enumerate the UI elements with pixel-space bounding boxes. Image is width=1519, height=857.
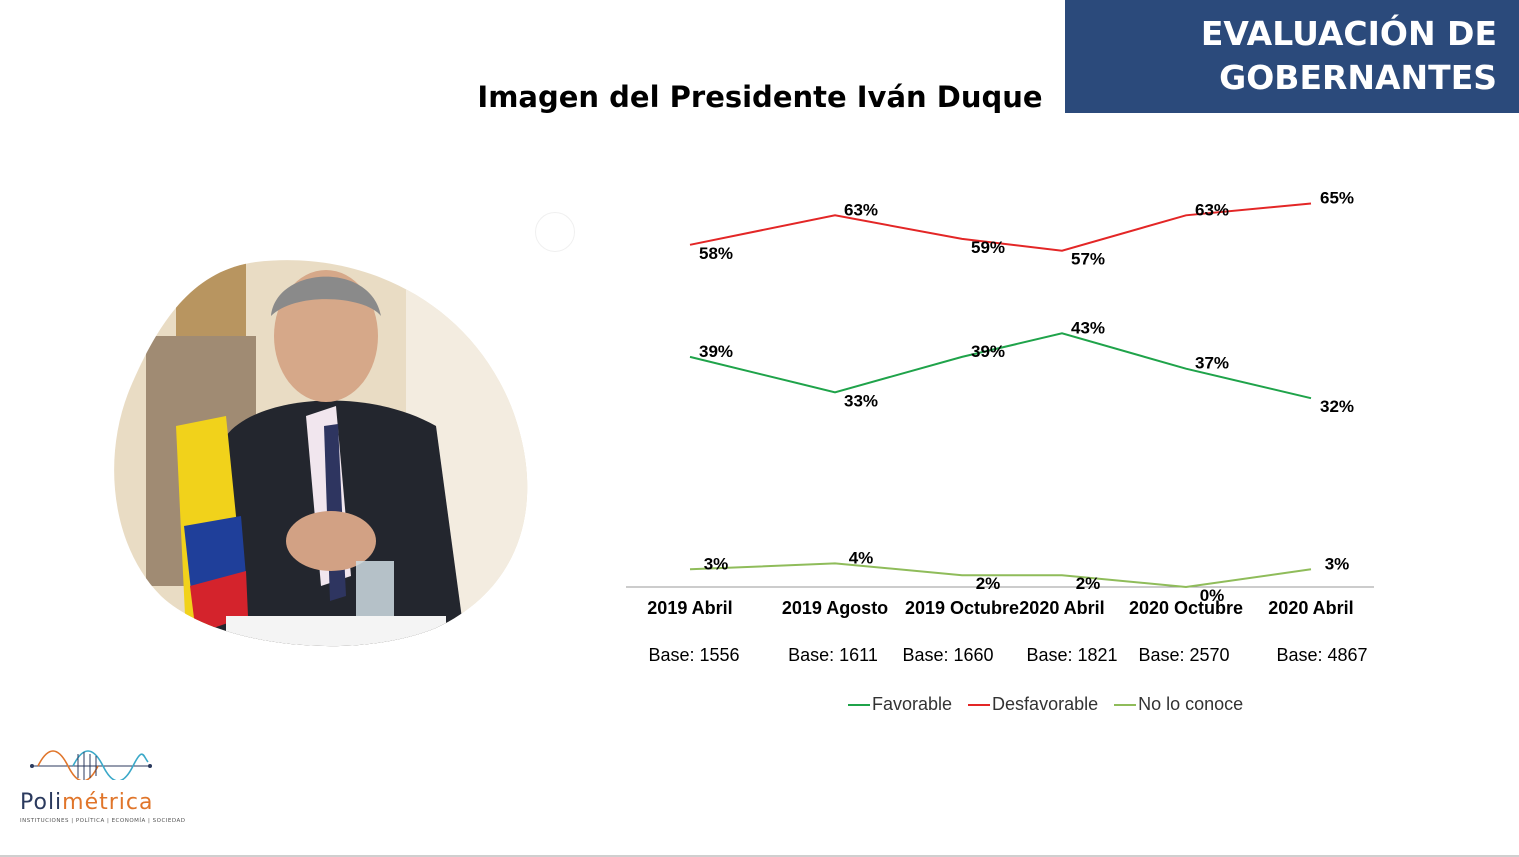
- legend-swatch-no-lo-conoce: [1114, 703, 1137, 706]
- legend-label-favorable: Favorable: [872, 694, 953, 714]
- data-label: 58%: [699, 244, 733, 263]
- logo-wordmark: Polimétrica: [20, 790, 154, 815]
- x-tick-label: 2020 Abril: [1019, 598, 1104, 618]
- data-label: 2%: [976, 574, 1001, 593]
- data-label: 57%: [1071, 250, 1105, 269]
- x-tick-label: 2019 Agosto: [782, 598, 888, 618]
- data-label: 3%: [704, 554, 729, 573]
- x-tick-label: 2019 Abril: [647, 598, 732, 618]
- data-label: 32%: [1320, 397, 1354, 416]
- polimetrica-logo: Polimétrica INSTITUCIONES | POLÍTICA | E…: [18, 740, 185, 830]
- x-tick-label: 2019 Octubre: [905, 598, 1019, 618]
- data-labels-layer: 39% 33% 39% 43% 37% 32% 58% 63% 59% 57% 63% 65% 3% 4%…: [699, 189, 1354, 606]
- legend-swatch-favorable: [848, 703, 870, 706]
- base-label: Base: 1611: [788, 645, 878, 665]
- data-label: 63%: [1195, 200, 1229, 219]
- data-label: 59%: [971, 238, 1005, 257]
- data-label: 63%: [844, 200, 878, 219]
- legend-item-desfavorable: Desfavorable: [968, 694, 1098, 715]
- data-label: 39%: [971, 342, 1005, 361]
- legend-item-no-lo-conoce: No lo conoce: [1114, 694, 1243, 715]
- series-layer: [689, 202, 1312, 589]
- legend-swatch-desfavorable: [968, 703, 991, 706]
- logo-wordmark-part1: Poli: [20, 790, 63, 815]
- data-label: 0%: [1200, 586, 1225, 605]
- president-photo: [114, 260, 528, 647]
- data-label: 2%: [1076, 574, 1101, 593]
- legend-item-favorable: Favorable: [848, 694, 952, 715]
- base-label: Base: 1821: [1026, 645, 1117, 665]
- data-label: 39%: [699, 342, 733, 361]
- chart-legend: Favorable Desfavorable No lo conoce: [848, 694, 1243, 715]
- logo-tagline: INSTITUCIONES | POLÍTICA | ECONOMÍA | SO…: [20, 818, 186, 824]
- data-label: 43%: [1071, 318, 1105, 337]
- base-labels-layer: Base: 1556 Base: 1611 Base: 1660 Base: 1821…: [648, 645, 1367, 665]
- legend-label-no-lo-conoce: No lo conoce: [1138, 694, 1244, 714]
- data-label: 37%: [1195, 354, 1229, 373]
- series-line-favorable: [689, 332, 1312, 400]
- base-label: Base: 4867: [1276, 645, 1367, 665]
- series-line-no-lo-conoce: [689, 562, 1312, 589]
- logo-wordmark-part2: métrica: [62, 790, 154, 815]
- base-label: Base: 1556: [648, 645, 739, 665]
- legend-label-desfavorable: Desfavorable: [992, 694, 1099, 714]
- x-tick-labels-layer: 2019 Abril 2019 Agosto 2019 Octubre 2020 Ab…: [647, 598, 1353, 618]
- logo-wave-icon: [30, 750, 152, 782]
- banner-line-1: EVALUACIÓN DE: [1200, 14, 1497, 53]
- decorative-circle: [535, 212, 575, 252]
- banner-line-2: GOBERNANTES: [1219, 58, 1497, 97]
- data-label: 33%: [844, 391, 878, 410]
- footer-divider: [0, 855, 1519, 857]
- x-tick-label: 2020 Octubre: [1129, 598, 1243, 618]
- base-label: Base: 1660: [902, 645, 993, 665]
- base-label: Base: 2570: [1138, 645, 1229, 665]
- data-label: 65%: [1320, 189, 1354, 208]
- chart-title: Imagen del Presidente Iván Duque: [477, 80, 1043, 114]
- section-banner: EVALUACIÓN DE GOBERNANTES: [1065, 0, 1519, 113]
- data-label: 4%: [849, 548, 874, 567]
- x-tick-label: 2020 Abril: [1268, 598, 1353, 618]
- series-line-desfavorable: [689, 202, 1312, 252]
- data-label: 3%: [1325, 554, 1350, 573]
